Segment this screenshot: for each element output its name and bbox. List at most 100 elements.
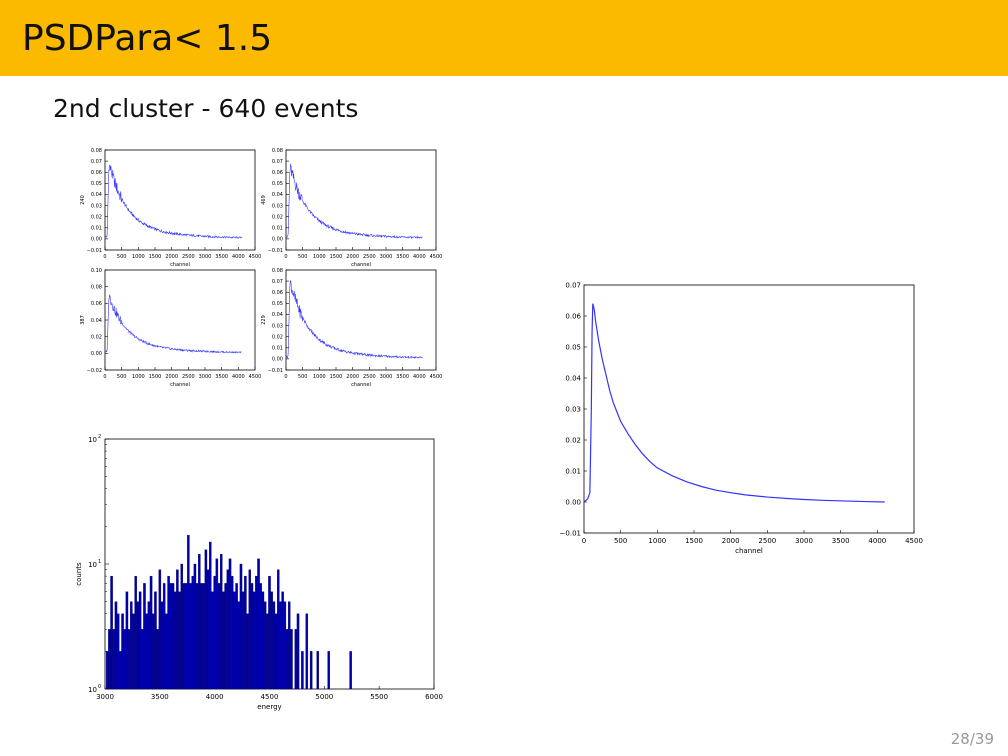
- series-line: [285, 163, 423, 240]
- y-tick-label: 0.00: [272, 237, 283, 243]
- y-tick-label: −0.01: [268, 368, 283, 374]
- histogram-bar: [281, 591, 284, 690]
- histogram-bar: [283, 601, 287, 690]
- histogram-bar: [287, 601, 291, 690]
- chart-top-left: 0 500 1000 1500 2000 2500 3000 3500 4000 4500 chan…: [80, 148, 261, 268]
- histogram-bar: [195, 583, 199, 690]
- x-tick-label: 4500: [430, 254, 443, 260]
- x-tick-label: 1500: [330, 374, 343, 380]
- x-tick-label: 4000: [413, 374, 426, 380]
- histogram-bar: [184, 583, 188, 690]
- y-tick-label: 0.06: [272, 170, 283, 176]
- y-tick-label: 0.06: [272, 290, 283, 296]
- y-tick-exponent: 2: [98, 434, 101, 440]
- histogram-bar: [130, 601, 133, 690]
- histogram-bar: [112, 629, 116, 690]
- histogram-bar: [105, 651, 109, 690]
- y-tick-label: −0.01: [560, 529, 581, 537]
- series-line: [583, 303, 885, 503]
- y-tick-label: 0.02: [91, 214, 102, 220]
- x-tick-label: 1000: [313, 374, 326, 380]
- x-tick-label: 3500: [396, 254, 409, 260]
- x-tick-label: 1000: [132, 374, 145, 380]
- histogram-bar: [162, 583, 166, 690]
- histogram-bar: [235, 583, 238, 690]
- histogram-bar: [180, 563, 184, 690]
- histogram-bar: [261, 591, 265, 690]
- histogram-bar: [171, 583, 175, 690]
- y-tick-label: 0.08: [272, 148, 283, 154]
- plot-frame: [285, 149, 437, 251]
- x-tick-label: 4000: [232, 374, 245, 380]
- y-tick-label: 0.01: [272, 226, 283, 232]
- histogram-bar: [127, 629, 131, 690]
- y-tick-label: −0.02: [87, 368, 102, 374]
- x-tick-label: 6000: [425, 693, 443, 701]
- histogram-bar: [241, 591, 245, 690]
- x-tick-label: 2500: [363, 254, 376, 260]
- y-tick-label: 0.04: [91, 192, 102, 198]
- histogram-bar: [191, 575, 194, 690]
- x-tick-label: 500: [298, 254, 308, 260]
- histogram-bar: [272, 601, 276, 690]
- histogram-bar: [206, 569, 210, 690]
- x-tick-label: 0: [103, 374, 106, 380]
- plot-frame: [285, 269, 437, 371]
- y-tick-label: 0.07: [272, 279, 283, 285]
- y-tick-label: 0.06: [565, 312, 581, 320]
- y-tick-label: 10: [88, 436, 97, 444]
- histogram-bar: [309, 651, 313, 690]
- x-tick-label: 2500: [182, 254, 195, 260]
- x-tick-label: 2000: [346, 254, 359, 260]
- histogram-bar: [121, 613, 124, 690]
- y-tick-label: 0.00: [91, 237, 102, 243]
- y-tick-label: 0.10: [91, 268, 102, 274]
- y-tick-label: 0.01: [272, 346, 283, 352]
- x-tick-label: 2500: [363, 374, 376, 380]
- histogram-bar: [167, 575, 170, 690]
- histogram-bar: [145, 613, 148, 690]
- histogram-bar: [119, 651, 122, 690]
- histogram-bar: [123, 629, 126, 690]
- x-tick-label: 4000: [206, 693, 224, 701]
- histogram-bar: [198, 553, 201, 690]
- y-tick-label: 0.00: [272, 357, 283, 363]
- histogram-bar: [215, 558, 219, 690]
- histogram-bar: [132, 613, 135, 690]
- y-tick-label: 10: [88, 686, 97, 694]
- histogram-bar: [116, 613, 120, 690]
- x-tick-label: 5500: [370, 693, 388, 701]
- histogram-bar: [246, 613, 249, 690]
- histogram-bar: [250, 583, 254, 690]
- y-tick-exponent: 0: [98, 684, 101, 690]
- histogram-bar: [202, 583, 205, 690]
- histogram-bar: [285, 629, 289, 690]
- histogram-bar: [209, 541, 212, 690]
- histogram-bar: [244, 575, 247, 690]
- x-axis-label: channel: [170, 382, 190, 388]
- y-tick-label: 0.02: [272, 334, 283, 340]
- x-tick-label: 3500: [396, 374, 409, 380]
- plot-frame: [583, 284, 915, 534]
- histogram-bar: [296, 613, 300, 690]
- y-axis-label: counts: [75, 562, 83, 586]
- y-tick-label: 0.06: [91, 301, 102, 307]
- histogram-bar: [257, 558, 260, 690]
- histogram-bar: [226, 569, 230, 690]
- y-tick-label: 0.04: [91, 318, 102, 324]
- series-line: [285, 280, 423, 359]
- x-tick-label: 4000: [868, 537, 886, 545]
- x-tick-label: 3500: [215, 374, 228, 380]
- y-tick-label: 0.05: [272, 301, 283, 307]
- x-tick-label: 1500: [149, 374, 162, 380]
- histogram-bar: [213, 575, 216, 690]
- histogram-bar: [152, 613, 155, 690]
- histogram-bar: [224, 583, 227, 690]
- histogram-bar: [176, 569, 179, 690]
- series-line: [104, 294, 242, 354]
- y-tick-exponent: 1: [98, 559, 101, 565]
- x-tick-label: 0: [103, 254, 106, 260]
- histogram-bar: [204, 549, 208, 690]
- histogram-bar: [290, 629, 293, 690]
